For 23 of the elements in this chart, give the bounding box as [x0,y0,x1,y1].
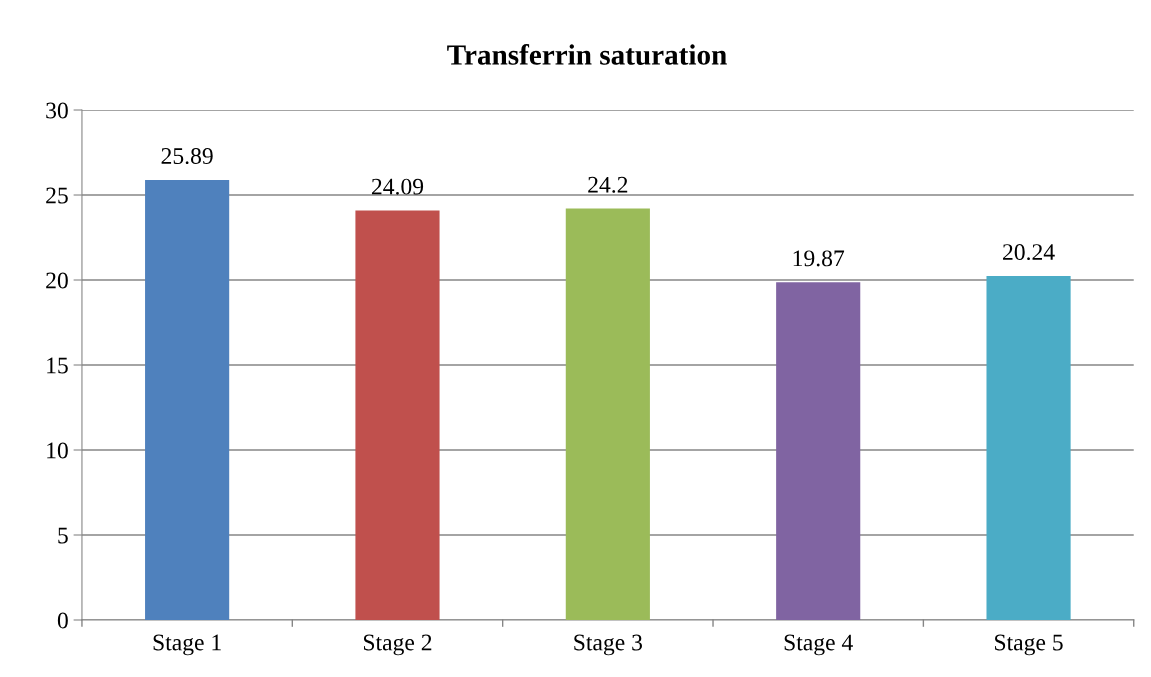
bar [565,208,650,620]
x-tick-label: Stage 2 [363,634,432,656]
x-tick-label: Stage 1 [153,634,221,656]
bar [355,210,440,620]
data-label: 25.89 [161,148,213,165]
x-tick-label: Stage 3 [574,634,642,656]
y-tick-label: 30 [46,102,68,119]
y-tick-label: 10 [47,442,68,459]
data-label: 24.2 [588,176,628,193]
y-tick-label: 25 [46,187,68,204]
chart-title: Transferrin saturation [447,44,727,65]
bar [986,275,1071,620]
y-tick-label: 5 [58,527,68,544]
bar [145,179,230,620]
data-label: 20.24 [1003,244,1055,261]
y-tick-label: 0 [57,612,68,629]
x-tick-label: Stage 4 [784,634,853,656]
data-label: 19.87 [793,250,845,267]
y-tick-label: 15 [47,357,68,374]
x-tick-label: Stage 5 [995,634,1063,656]
y-tick-label: 20 [46,272,68,289]
bar [776,282,861,620]
data-label: 24.09 [371,178,424,195]
